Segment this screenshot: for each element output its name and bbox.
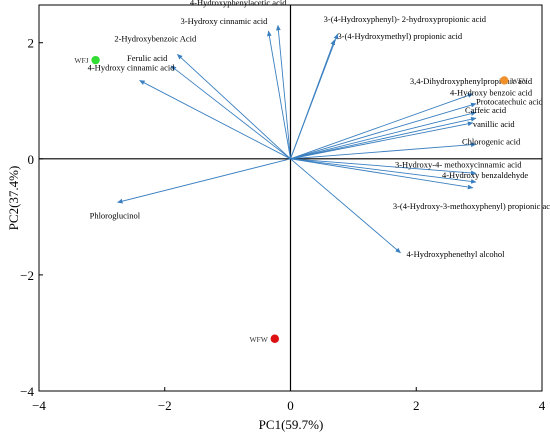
y-tick-label: 0 bbox=[28, 152, 35, 167]
x-tick-label: 0 bbox=[287, 398, 294, 413]
x-axis-title: PC1(59.7%) bbox=[259, 417, 324, 432]
loading-vector-arrow bbox=[117, 158, 291, 204]
loading-vector-arrow bbox=[290, 158, 401, 254]
loading-vector-arrow bbox=[170, 65, 291, 160]
loading-vector-label: 3-(4-Hydroxy-3-methoxyphenyl) propionic … bbox=[393, 201, 550, 211]
sample-point-wfj bbox=[91, 55, 100, 65]
loading-vector-arrow bbox=[290, 142, 477, 160]
loading-vector-label: 3-(4-Hydroxyphenyl)- 2-hydroxypropionic … bbox=[324, 14, 487, 24]
y-axis-title: PC2(37.4%) bbox=[6, 166, 21, 231]
loading-vector-arrow bbox=[290, 111, 477, 160]
sample-point-wfv bbox=[500, 76, 509, 85]
loading-vector-arrow bbox=[176, 53, 291, 160]
loading-vector-label: 3-(4-Hydroxymethyl) propionic acid bbox=[338, 31, 463, 41]
loading-vector-arrow bbox=[290, 93, 474, 160]
sample-label-wfj: WFJ bbox=[74, 56, 88, 65]
y-tick-label: −4 bbox=[20, 384, 34, 399]
loading-vector-arrow bbox=[290, 158, 474, 190]
loading-vectors: 4-Hydroxyphenylacetic acid 3-Hydroxy cinn… bbox=[88, 0, 550, 259]
x-tick-label: −4 bbox=[32, 398, 46, 413]
loading-vector-arrow bbox=[266, 30, 291, 159]
loading-vector-label: Phloroglucinol bbox=[90, 210, 141, 220]
x-tick-label: −2 bbox=[158, 398, 172, 413]
axis-ticks: −4 −2 0 2 4 −4 −2 0 2 bbox=[20, 36, 546, 413]
loading-vector-label: 2-Hydroxybenzoic Acid bbox=[114, 33, 197, 43]
loading-vector-arrow bbox=[290, 102, 477, 160]
loading-vector-label: 3,4-Dihydroxyphenylpropionic acid bbox=[410, 76, 533, 86]
y-tick-label: 2 bbox=[28, 36, 35, 51]
sample-label-wfw: WFW bbox=[249, 335, 268, 344]
loading-vector-label: Chlorogenic acid bbox=[462, 136, 521, 146]
loading-vector-label: 4-Hydroxy benzaldehyde bbox=[442, 170, 528, 180]
loading-vector-label: 4-Hydroxy cinnamic acid bbox=[88, 62, 176, 72]
loading-vector-arrow bbox=[276, 24, 291, 159]
loading-vector-label: 3-Hydroxy cinnamic acid bbox=[180, 16, 268, 26]
y-tick-label: −2 bbox=[20, 268, 34, 283]
loading-vector-arrow bbox=[290, 116, 477, 160]
sample-points: WFJ WFV WFW bbox=[74, 55, 529, 344]
loading-vector-arrow bbox=[290, 158, 477, 184]
sample-label-wfv: WFV bbox=[511, 76, 528, 85]
loading-vector-arrow bbox=[290, 39, 336, 159]
loading-vector-arrow bbox=[290, 121, 474, 160]
loading-vector-label: Caffeic acid bbox=[465, 105, 507, 115]
loading-vector-label: vanillic acid bbox=[473, 119, 516, 129]
loading-vector-label: 4-Hydroxy benzoic acid bbox=[450, 88, 533, 98]
loading-vector-arrow bbox=[139, 80, 291, 160]
sample-point-wfw bbox=[270, 334, 279, 343]
loading-vector-label: Ferulic acid bbox=[127, 53, 168, 63]
x-tick-label: 2 bbox=[413, 398, 420, 413]
loading-vector-label: 4-Hydroxyphenylacetic acid bbox=[190, 0, 287, 7]
loading-vector-label: 4-Hydroxyphenethyl alcohol bbox=[407, 249, 506, 259]
loading-vector-label: Protocatechuic acid bbox=[476, 96, 544, 106]
loading-vector-arrow bbox=[290, 158, 477, 176]
loading-vector-label: 3-Hydroxy-4- methoxycinnamic acid bbox=[395, 159, 522, 169]
x-tick-label: 4 bbox=[539, 398, 546, 413]
